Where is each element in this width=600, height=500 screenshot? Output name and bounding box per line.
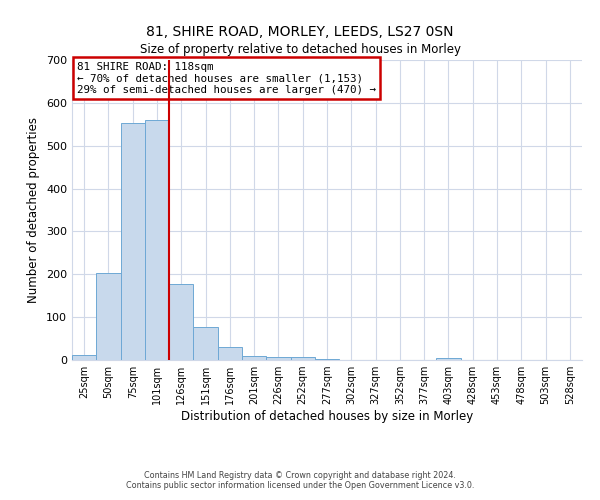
Bar [436,358,461,360]
Bar [242,356,266,360]
Text: Size of property relative to detached houses in Morley: Size of property relative to detached ho… [139,42,461,56]
Bar [266,357,290,360]
Text: 81, SHIRE ROAD, MORLEY, LEEDS, LS27 0SN: 81, SHIRE ROAD, MORLEY, LEEDS, LS27 0SN [146,25,454,39]
Bar [218,347,242,360]
Bar [96,273,121,360]
Text: 81 SHIRE ROAD: 118sqm
← 70% of detached houses are smaller (1,153)
29% of semi-d: 81 SHIRE ROAD: 118sqm ← 70% of detached … [77,62,376,94]
Bar [193,326,218,360]
Bar [290,356,315,360]
Y-axis label: Number of detached properties: Number of detached properties [28,117,40,303]
Bar [315,358,339,360]
Bar [169,284,193,360]
Text: Contains HM Land Registry data © Crown copyright and database right 2024.
Contai: Contains HM Land Registry data © Crown c… [126,470,474,490]
Bar [145,120,169,360]
Bar [121,123,145,360]
Bar [72,355,96,360]
X-axis label: Distribution of detached houses by size in Morley: Distribution of detached houses by size … [181,410,473,423]
